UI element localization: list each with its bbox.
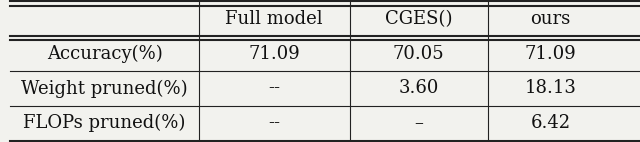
Text: 70.05: 70.05 (393, 45, 445, 63)
Text: 18.13: 18.13 (525, 79, 577, 97)
Text: Weight pruned(%): Weight pruned(%) (21, 79, 188, 98)
Text: FLOPs pruned(%): FLOPs pruned(%) (24, 114, 186, 132)
Text: 71.09: 71.09 (248, 45, 300, 63)
Text: Full model: Full model (225, 10, 323, 28)
Text: –: – (414, 114, 423, 132)
Text: --: -- (268, 114, 280, 132)
Text: CGES(): CGES() (385, 10, 452, 28)
Text: 3.60: 3.60 (399, 79, 439, 97)
Text: Accuracy(%): Accuracy(%) (47, 44, 163, 63)
Text: 6.42: 6.42 (531, 114, 571, 132)
Text: --: -- (268, 79, 280, 97)
Text: ours: ours (531, 10, 571, 28)
Text: 71.09: 71.09 (525, 45, 577, 63)
